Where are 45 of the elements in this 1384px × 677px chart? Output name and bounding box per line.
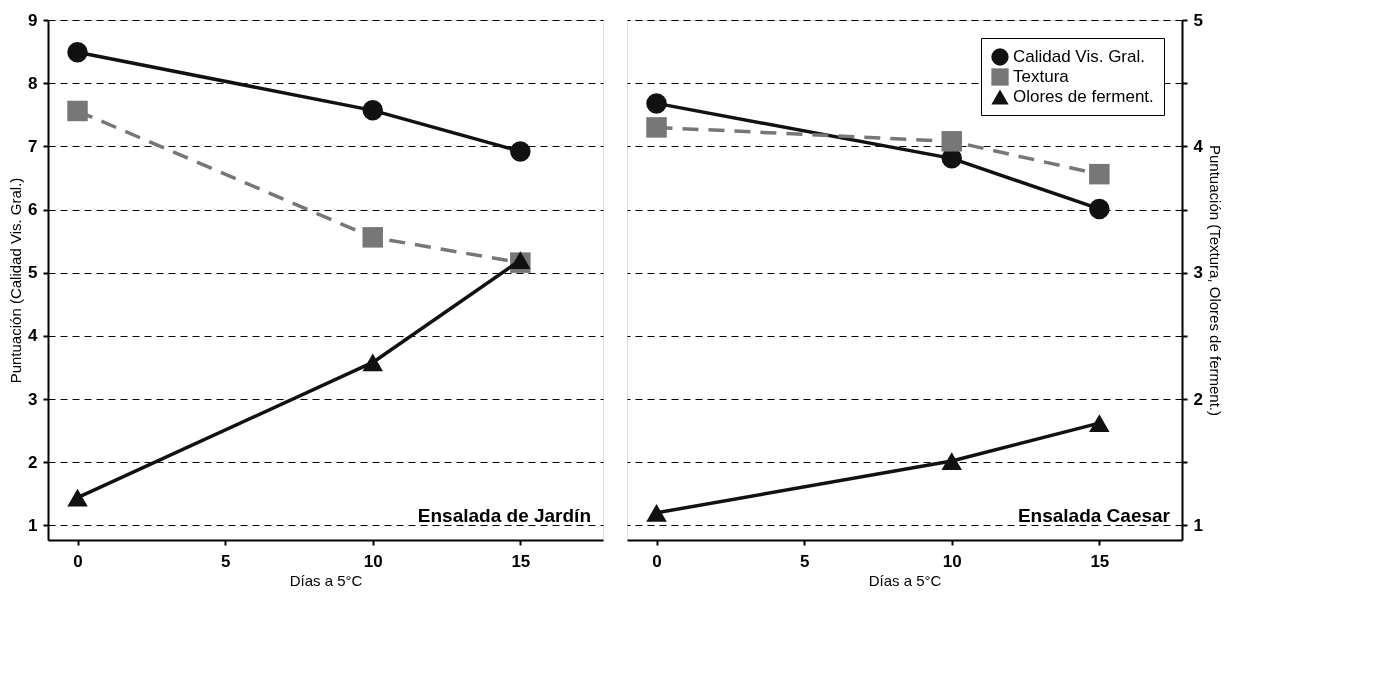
- y-tick-label: 7: [28, 136, 38, 156]
- point: [362, 100, 383, 121]
- y2-axis-title: Puntuación (Textura, Olores de ferment.): [1206, 145, 1224, 416]
- legend-label: Textura: [1013, 67, 1070, 86]
- y2-tick-label: 3: [1193, 263, 1203, 283]
- x-axis-title: Días a 5°C: [289, 571, 363, 589]
- y2-tick-label: 4: [1193, 136, 1204, 156]
- point: [67, 42, 88, 63]
- legend-label: Calidad Vis. Gral.: [1013, 47, 1145, 66]
- y-tick-label: 5: [28, 263, 38, 283]
- y-tick-label: 1: [28, 515, 38, 535]
- x-tick-label: 10: [942, 551, 962, 571]
- x-tick-label: 0: [73, 551, 83, 571]
- y-tick-label: 6: [28, 200, 38, 220]
- point: [67, 488, 88, 507]
- y-axis-title: Puntuación (Calidad Vis. Gral.): [7, 177, 25, 384]
- annotation: Ensalada de Jardín: [417, 505, 591, 526]
- legend-label: Olores de ferment.: [1013, 87, 1154, 106]
- x-tick-label: 10: [363, 551, 383, 571]
- point: [67, 100, 88, 122]
- x-tick-label: 15: [1090, 551, 1110, 571]
- y-tick-label: 4: [28, 326, 39, 346]
- y-tick-label: 2: [28, 452, 38, 472]
- point: [941, 131, 962, 152]
- point: [1089, 163, 1110, 185]
- point: [362, 353, 383, 372]
- point: [362, 227, 383, 248]
- x-tick-label: 5: [799, 551, 810, 571]
- point: [510, 251, 531, 269]
- x-tick-label: 15: [511, 551, 531, 571]
- point: [510, 141, 531, 162]
- point: [1089, 414, 1110, 432]
- y2-tick-label: 2: [1193, 389, 1203, 409]
- y-tick-label: 3: [28, 389, 38, 409]
- point: [646, 117, 667, 138]
- x-tick-label: 5: [220, 551, 231, 571]
- x-axis-title: Días a 5°C: [868, 571, 942, 589]
- point: [941, 452, 962, 470]
- annotation: Ensalada Caesar: [1017, 505, 1171, 526]
- y-tick-label: 8: [28, 73, 38, 93]
- y2-tick-label: 5: [1193, 10, 1203, 30]
- y-tick-label: 9: [28, 10, 38, 30]
- x-tick-label: 0: [652, 551, 662, 571]
- y2-tick-label: 1: [1193, 515, 1203, 535]
- point: [646, 503, 667, 522]
